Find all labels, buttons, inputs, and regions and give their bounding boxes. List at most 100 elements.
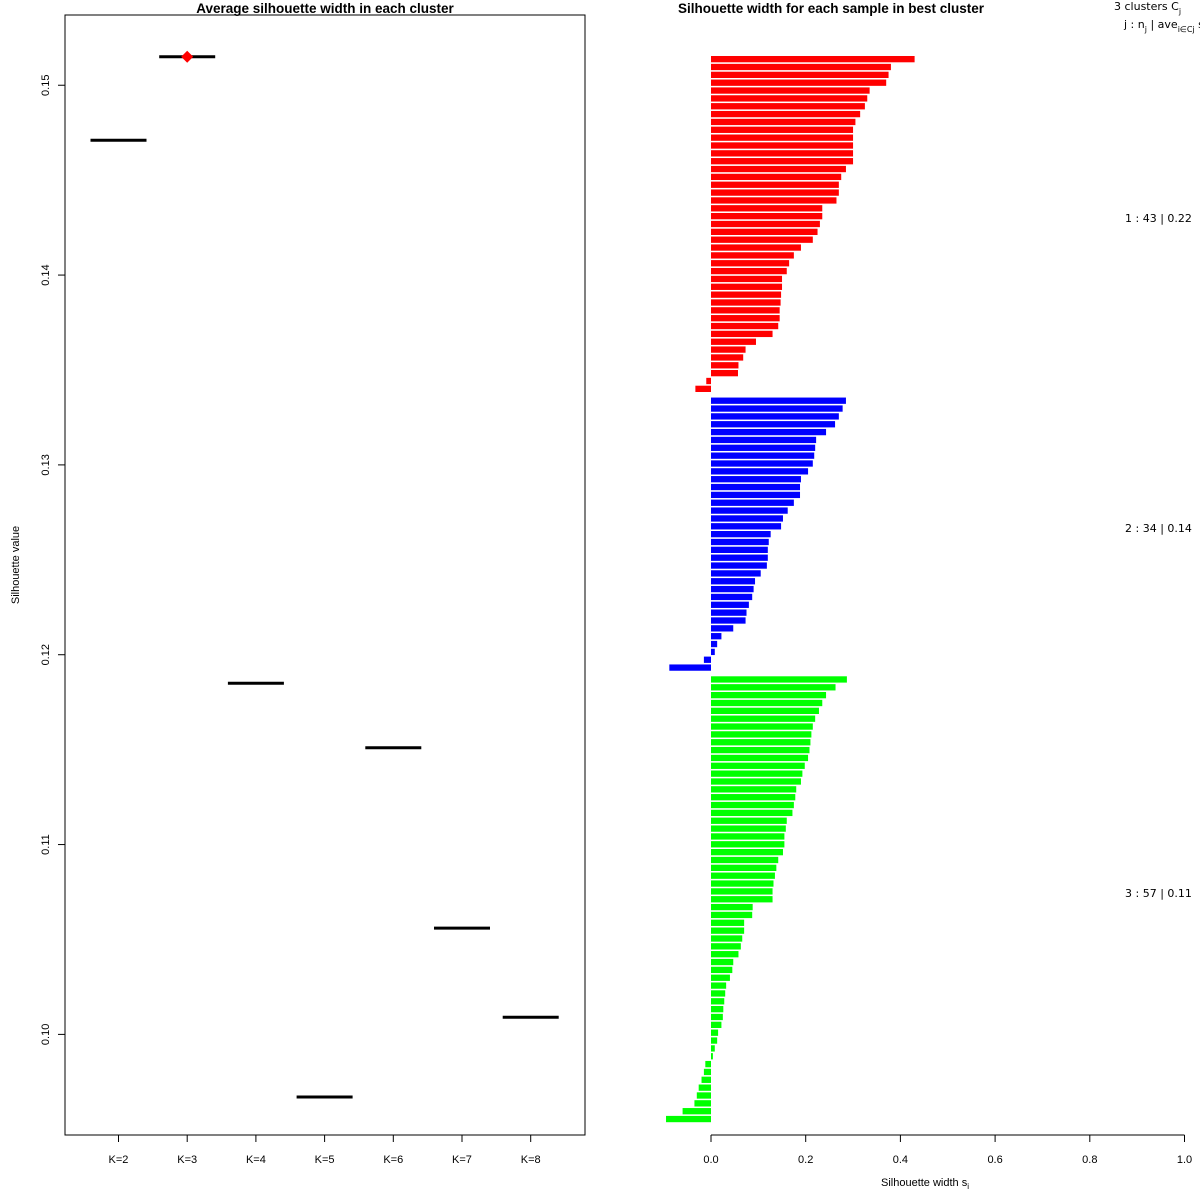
silhouette-bar-cluster-3 (711, 856, 779, 864)
silhouette-bar-cluster-2 (711, 625, 734, 632)
silhouette-bar-cluster-1 (711, 87, 870, 94)
silhouette-bar-cluster-3 (711, 1045, 715, 1052)
silhouette-bar-cluster-3 (711, 1053, 713, 1060)
silhouette-bar-cluster-1 (711, 71, 889, 78)
silhouette-bar-cluster-3 (705, 1060, 711, 1068)
silhouette-bar-cluster-1 (711, 330, 773, 338)
silhouette-bar-cluster-2 (711, 601, 749, 608)
left-plot-frame (64, 14, 586, 1136)
silhouette-bar-cluster-3 (711, 746, 810, 754)
silhouette-bar-cluster-3 (698, 1084, 711, 1091)
silhouette-bar-cluster-1 (711, 291, 782, 298)
silhouette-bar-cluster-3 (682, 1108, 711, 1115)
silhouette-bar-cluster-1 (711, 173, 842, 181)
silhouette-bar-cluster-2 (711, 585, 754, 593)
silhouette-bar-cluster-2 (711, 648, 715, 656)
silhouette-bar-cluster-3 (694, 1100, 711, 1107)
right-x-tick-label: 0.4 (893, 1154, 908, 1166)
silhouette-bar-cluster-2 (711, 640, 718, 648)
silhouette-bar-cluster-1 (711, 56, 915, 63)
silhouette-bar-cluster-2 (711, 578, 756, 585)
silhouette-bar-cluster-1 (711, 181, 839, 188)
left-chart-title: Average silhouette width in each cluster (196, 1, 454, 16)
silhouette-bar-cluster-3 (711, 880, 774, 887)
silhouette-bar-cluster-3 (711, 896, 773, 903)
silhouette-bar-cluster-1 (711, 346, 746, 353)
silhouette-bar-cluster-1 (711, 267, 787, 275)
silhouette-bar-cluster-2 (711, 507, 788, 514)
silhouette-bar-cluster-1 (711, 197, 837, 204)
left-marks (90, 50, 559, 1099)
silhouette-bar-cluster-1 (711, 150, 854, 157)
silhouette-bar-cluster-3 (711, 1021, 722, 1028)
left-x-tick-label: K=4 (246, 1154, 266, 1166)
silhouette-bar-cluster-2 (711, 562, 767, 569)
right-x-tick-label: 0.6 (987, 1154, 1002, 1166)
silhouette-bar-cluster-3 (711, 864, 777, 871)
silhouette-bar-cluster-2 (703, 656, 711, 663)
silhouette-bar-cluster-2 (711, 531, 771, 538)
silhouette-bar-cluster-3 (711, 794, 796, 801)
left-y-axis: 0.10 0.11 0.12 0.13 0.14 0.15 (40, 75, 65, 1045)
silhouette-bar-cluster-2 (711, 460, 813, 467)
silhouette-bar-cluster-1 (711, 322, 779, 330)
left-y-tick-label: 0.14 (40, 264, 52, 285)
silhouette-bar-cluster-1 (711, 338, 756, 345)
silhouette-bar-cluster-3 (711, 778, 801, 785)
silhouette-bar-cluster-1 (711, 244, 801, 251)
silhouette-bar-cluster-1 (711, 370, 738, 377)
silhouette-bar-cluster-1 (711, 103, 865, 110)
silhouette-bar-cluster-2 (711, 538, 769, 546)
silhouette-bar-cluster-3 (703, 1068, 711, 1076)
silhouette-bar-cluster-1 (711, 275, 783, 283)
silhouette-bar-cluster-3 (711, 739, 811, 746)
left-y-tick-label: 0.11 (40, 834, 52, 855)
silhouette-bar-cluster-3 (711, 888, 773, 895)
silhouette-bar-cluster-2 (711, 593, 753, 601)
left-x-tick-label: K=2 (109, 1154, 129, 1166)
silhouette-bar-cluster-1 (711, 158, 854, 165)
silhouette-bar-cluster-2 (669, 664, 711, 671)
silhouette-bar-cluster-3 (711, 974, 730, 981)
left-x-tick-label: K=6 (383, 1154, 403, 1166)
silhouette-bar-cluster-1 (711, 252, 794, 259)
silhouette-bar-cluster-1 (711, 260, 790, 267)
left-x-tick-label: K=3 (177, 1154, 197, 1166)
right-x-tick-label: 1.0 (1177, 1154, 1192, 1166)
silhouette-bar-cluster-3 (711, 998, 725, 1005)
silhouette-bar-cluster-1 (711, 142, 854, 149)
silhouette-bar-cluster-3 (711, 927, 745, 934)
silhouette-bar-cluster-3 (711, 849, 783, 856)
silhouette-bar-cluster-2 (711, 436, 817, 444)
cluster-labels: 1 : 43 | 0.22 2 : 34 | 0.14 3 : 57 | 0.11 (1125, 212, 1192, 900)
silhouette-bar-cluster-3 (711, 911, 753, 919)
left-panel: Average silhouette width in each cluster… (10, 1, 586, 1166)
silhouette-bar-cluster-3 (711, 707, 819, 714)
silhouette-bar-cluster-3 (711, 676, 847, 683)
silhouette-bar-cluster-1 (711, 362, 739, 369)
right-x-tick-label: 0.8 (1082, 1154, 1097, 1166)
silhouette-bar-cluster-1 (711, 165, 846, 173)
silhouette-bar-cluster-2 (711, 476, 801, 483)
silhouette-bar-cluster-2 (711, 570, 761, 577)
left-x-tick-label: K=5 (315, 1154, 335, 1166)
silhouette-bar-cluster-2 (711, 421, 836, 428)
right-panel: Silhouette width for each sample in best… (666, 0, 1200, 1191)
right-x-axis: 0.0 0.2 0.4 0.6 0.8 1.0 (703, 1134, 1192, 1166)
silhouette-bar-cluster-2 (711, 468, 809, 475)
silhouette-bar-cluster-2 (711, 554, 768, 561)
silhouette-bar-cluster-2 (711, 546, 768, 553)
silhouette-bar-cluster-2 (711, 617, 746, 624)
silhouette-bar-cluster-3 (711, 699, 823, 707)
silhouette-bar-cluster-3 (711, 982, 727, 989)
right-x-axis-label: Silhouette width si (881, 1177, 969, 1191)
right-x-tick-label: 0.2 (798, 1154, 813, 1166)
silhouette-bar-cluster-2 (711, 413, 839, 420)
right-chart-title: Silhouette width for each sample in best… (678, 1, 985, 16)
silhouette-bar-cluster-3 (711, 951, 739, 958)
silhouette-bar-cluster-1 (711, 110, 861, 118)
silhouette-bar-cluster-1 (711, 95, 868, 102)
silhouette-bar-cluster-1 (711, 205, 823, 212)
silhouette-bars (666, 56, 915, 1123)
